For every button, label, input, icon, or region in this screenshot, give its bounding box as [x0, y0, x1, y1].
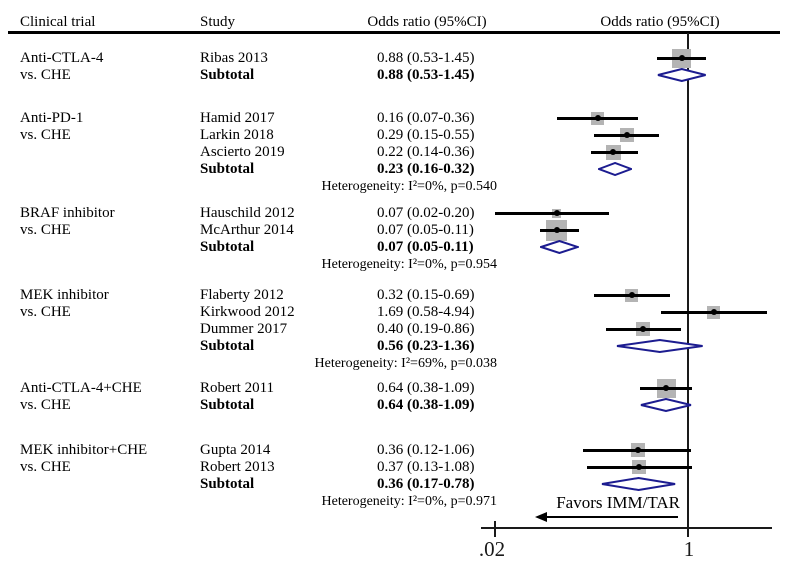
point-estimate-dot [634, 447, 641, 453]
subtotal-diamond [616, 338, 704, 354]
subtotal-or-value: 0.23 (0.16-0.32) [377, 161, 475, 177]
study-name: Robert 2013 [200, 459, 275, 475]
subtotal-or-value: 0.07 (0.05-0.11) [377, 239, 474, 255]
or-value: 0.07 (0.05-0.11) [377, 222, 474, 238]
study-name: Gupta 2014 [200, 442, 271, 458]
study-name: Ascierto 2019 [200, 144, 285, 160]
point-estimate-dot [710, 309, 717, 315]
subtotal-or-value: 0.56 (0.23-1.36) [377, 338, 475, 354]
subtotal-diamond-shape [538, 239, 582, 255]
column-header-odds-ratio-plot: Odds ratio (95%CI) [600, 14, 720, 30]
or-value: 0.07 (0.02-0.20) [377, 205, 475, 221]
favors-arrow-head-icon [535, 512, 547, 522]
heterogeneity-note: Heterogeneity: I²=0%, p=0.971 [321, 494, 498, 509]
subtotal-diamond [538, 239, 582, 255]
study-name: Hauschild 2012 [200, 205, 295, 221]
subtotal-diamond [657, 67, 707, 83]
or-value: 0.64 (0.38-1.09) [377, 380, 475, 396]
or-value: 0.29 (0.15-0.55) [377, 127, 475, 143]
group-label: MEK inhibitor+CHE [20, 442, 148, 458]
group-label: Anti-CTLA-4 [20, 50, 104, 66]
group-label: Anti-PD-1 [20, 110, 84, 126]
ci-line [495, 211, 609, 215]
group-sublabel: vs. CHE [20, 397, 71, 413]
or-value: 0.32 (0.15-0.69) [377, 287, 475, 303]
study-name: Hamid 2017 [200, 110, 275, 126]
x-axis-line [481, 527, 772, 529]
group-sublabel: vs. CHE [20, 222, 71, 238]
study-name: Robert 2011 [200, 380, 275, 396]
subtotal-diamond-shape [595, 161, 634, 177]
point-estimate-dot [610, 149, 617, 155]
group-label: MEK inhibitor [20, 287, 109, 303]
subtotal-diamond [595, 161, 634, 177]
subtotal-diamond-shape [641, 397, 692, 413]
or-value: 0.88 (0.53-1.45) [377, 50, 475, 66]
x-axis-tick-1 [687, 521, 689, 537]
point-estimate-dot [628, 292, 635, 298]
group-sublabel: vs. CHE [20, 67, 71, 83]
point-estimate-dot [623, 132, 630, 138]
study-name: Larkin 2018 [200, 127, 274, 143]
heterogeneity-note: Heterogeneity: I²=69%, p=0.038 [314, 356, 498, 371]
or-value: 1.69 (0.58-4.94) [377, 304, 475, 320]
study-name: Ribas 2013 [200, 50, 268, 66]
subtotal-diamond-shape [616, 338, 703, 354]
point-estimate-dot [678, 55, 685, 61]
column-header-study: Study [200, 14, 236, 30]
favors-arrow-line [546, 516, 678, 518]
or-value: 0.36 (0.12-1.06) [377, 442, 475, 458]
study-name: Dummer 2017 [200, 321, 288, 337]
group-label: BRAF inhibitor [20, 205, 115, 221]
group-sublabel: vs. CHE [20, 127, 71, 143]
or-value: 0.37 (0.13-1.08) [377, 459, 475, 475]
x-axis-tick-002 [494, 521, 496, 537]
point-estimate-dot [594, 115, 601, 121]
or-value: 0.40 (0.19-0.86) [377, 321, 475, 337]
point-estimate-dot [663, 385, 669, 391]
x-axis-tick-label-1: 1 [683, 537, 695, 561]
subtotal-or-value: 0.64 (0.38-1.09) [377, 397, 475, 413]
point-estimate-dot [553, 227, 560, 233]
subtotal-diamond [640, 397, 692, 413]
subtotal-diamond-shape [657, 67, 706, 83]
group-sublabel: vs. CHE [20, 304, 71, 320]
subtotal-or-value: 0.88 (0.53-1.45) [377, 67, 475, 83]
header-rule [8, 31, 780, 34]
subtotal-label: Subtotal [200, 161, 255, 177]
subtotal-or-value: 0.36 (0.17-0.78) [377, 476, 475, 492]
subtotal-label: Subtotal [200, 476, 255, 492]
column-header-clinical-trial: Clinical trial [20, 14, 96, 30]
heterogeneity-note: Heterogeneity: I²=0%, p=0.540 [321, 179, 498, 194]
subtotal-diamond-shape [601, 476, 675, 492]
heterogeneity-note: Heterogeneity: I²=0%, p=0.954 [321, 257, 498, 272]
subtotal-label: Subtotal [200, 239, 255, 255]
or-value: 0.16 (0.07-0.36) [377, 110, 475, 126]
subtotal-label: Subtotal [200, 397, 255, 413]
subtotal-label: Subtotal [200, 338, 255, 354]
or-value: 0.22 (0.14-0.36) [377, 144, 475, 160]
study-name: Kirkwood 2012 [200, 304, 295, 320]
subtotal-diamond [601, 476, 676, 492]
group-label: Anti-CTLA-4+CHE [20, 380, 142, 396]
point-estimate-dot [639, 326, 646, 332]
column-header-odds-ratio-text: Odds ratio (95%CI) [367, 14, 487, 30]
favors-label: Favors IMM/TAR [556, 493, 680, 512]
point-estimate-dot [635, 464, 642, 470]
subtotal-label: Subtotal [200, 67, 255, 83]
study-name: McArthur 2014 [200, 222, 294, 238]
null-effect-line [687, 33, 689, 528]
group-sublabel: vs. CHE [20, 459, 71, 475]
x-axis-tick-label-002: .02 [478, 537, 506, 561]
study-name: Flaberty 2012 [200, 287, 284, 303]
point-estimate-dot [553, 210, 560, 216]
